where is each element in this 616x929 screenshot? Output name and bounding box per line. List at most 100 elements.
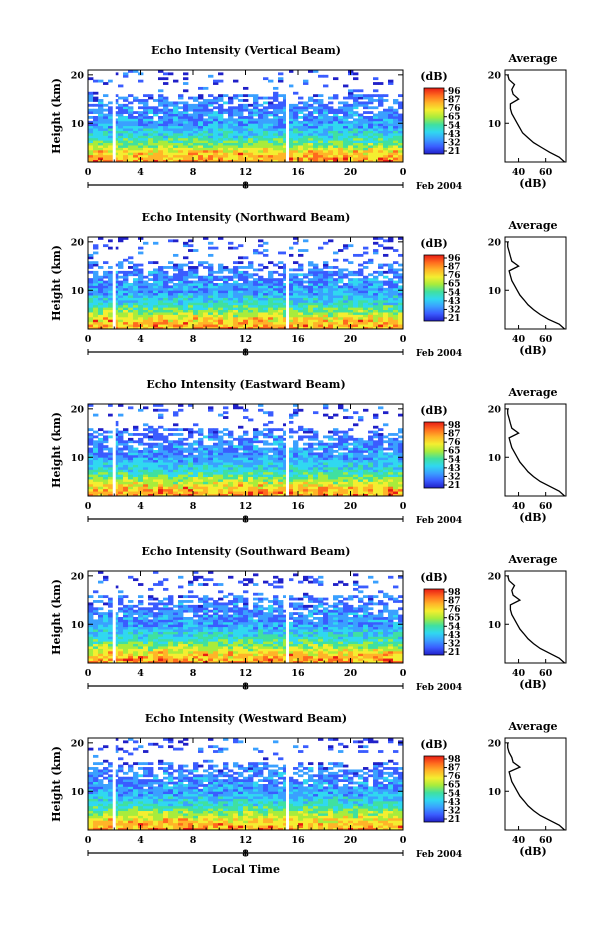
heatmap-cell: [358, 287, 364, 291]
heatmap-cell: [178, 283, 184, 286]
heatmap-cell: [133, 309, 139, 313]
heatmap-cell: [253, 304, 259, 308]
heatmap-cell: [223, 94, 229, 98]
heatmap-cell: [133, 263, 139, 267]
heatmap-cell: [193, 450, 199, 453]
heatmap-cell: [138, 292, 144, 296]
heatmap-cell: [278, 94, 284, 98]
heatmap-cell: [248, 476, 254, 480]
heatmap-cell: [268, 479, 274, 482]
heatmap-cell: [98, 307, 104, 311]
heatmap-cell: [323, 132, 329, 136]
heatmap-cell: [283, 312, 289, 315]
heatmap-cell: [123, 491, 129, 494]
heatmap-cell: [228, 145, 234, 148]
colorbar-unit: (dB): [420, 237, 447, 250]
heatmap-cell: [363, 96, 369, 100]
heatmap-cell: [123, 237, 129, 240]
heatmap-cell: [193, 132, 199, 136]
heatmap-cell: [308, 491, 314, 494]
heatmap-cell: [308, 135, 314, 139]
heatmap-cell: [263, 249, 269, 252]
heatmap-cell: [298, 314, 304, 318]
heatmap-cell: [233, 140, 239, 144]
heatmap-cell: [258, 118, 264, 122]
heatmap-cell: [138, 154, 144, 158]
heatmap-cell: [293, 273, 299, 277]
heatmap-cell: [208, 452, 214, 456]
heatmap-cell: [388, 295, 394, 298]
heatmap-cell: [303, 159, 309, 163]
heatmap-cell: [393, 280, 399, 284]
heatmap-cell: [163, 283, 169, 286]
heatmap-cell: [363, 152, 369, 156]
heatmap-cell: [268, 280, 274, 284]
heatmap-cell: [343, 149, 349, 153]
heatmap-cell: [158, 125, 164, 129]
heatmap-cell: [143, 152, 149, 156]
heatmap-cell: [238, 137, 244, 141]
heatmap-cell: [123, 99, 129, 102]
heatmap-cell: [393, 302, 399, 306]
heatmap-cell: [288, 135, 294, 139]
heatmap-cell: [378, 304, 384, 308]
heatmap-cell: [258, 471, 264, 475]
heatmap-cell: [188, 270, 194, 274]
heatmap-cell: [218, 116, 224, 119]
heatmap-cell: [258, 309, 264, 313]
heatmap-cell: [253, 157, 259, 160]
heatmap-cell: [328, 430, 334, 434]
heatmap-cell: [183, 479, 189, 482]
heatmap-cell: [343, 275, 349, 279]
heatmap-cell: [313, 321, 319, 325]
heatmap-cell: [173, 324, 179, 327]
heatmap-cell: [183, 132, 189, 136]
heatmap-cell: [168, 469, 174, 473]
heatmap-cell: [243, 266, 249, 269]
heatmap-cell: [173, 273, 179, 277]
heatmap-cell: [218, 237, 224, 240]
heatmap-cell: [303, 462, 309, 465]
heatmap-cell: [158, 302, 164, 306]
heatmap-cell: [178, 454, 184, 458]
heatmap-cell: [388, 491, 394, 494]
heatmap-cell: [358, 486, 364, 490]
heatmap-cell: [358, 135, 364, 139]
heatmap-cell: [143, 309, 149, 313]
heatmap-cell: [373, 130, 379, 134]
heatmap-cell: [138, 128, 144, 131]
heatmap-cell: [368, 435, 374, 439]
heatmap-cell: [123, 96, 129, 100]
heatmap-cell: [283, 292, 289, 296]
heatmap-cell: [278, 285, 284, 289]
heatmap-cell: [298, 459, 304, 463]
heatmap-cell: [368, 307, 374, 311]
heatmap-cell: [123, 483, 129, 487]
heatmap-cell: [183, 256, 189, 260]
heatmap-cell: [353, 440, 359, 444]
heatmap-cell: [203, 309, 209, 313]
heatmap-cell: [98, 111, 104, 114]
heatmap-cell: [193, 285, 199, 289]
heatmap-cell: [128, 152, 134, 156]
heatmap-cell: [338, 304, 344, 308]
heatmap-cell: [88, 433, 94, 436]
heatmap-cell: [173, 125, 179, 129]
heatmap-cell: [203, 237, 209, 240]
heatmap-cell: [348, 304, 354, 308]
heatmap-cell: [373, 287, 379, 291]
heatmap-cell: [168, 304, 174, 308]
heatmap-cell: [388, 116, 394, 119]
heatmap-cell: [353, 106, 359, 110]
heatmap-cell: [348, 321, 354, 325]
heatmap-cell: [178, 324, 184, 327]
heatmap-cell: [98, 116, 104, 119]
heatmap-cell: [103, 312, 109, 315]
heatmap-cell: [213, 324, 219, 327]
heatmap-cell: [158, 94, 164, 98]
heatmap-cell: [308, 302, 314, 306]
heatmap-cell: [98, 445, 104, 448]
heatmap-cell: [103, 273, 109, 277]
heatmap-cell: [388, 304, 394, 308]
heatmap-cell: [393, 132, 399, 136]
